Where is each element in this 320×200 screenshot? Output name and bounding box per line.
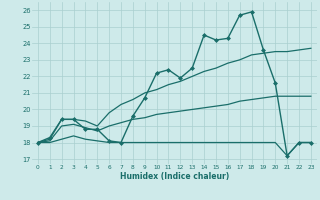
X-axis label: Humidex (Indice chaleur): Humidex (Indice chaleur) xyxy=(120,172,229,181)
